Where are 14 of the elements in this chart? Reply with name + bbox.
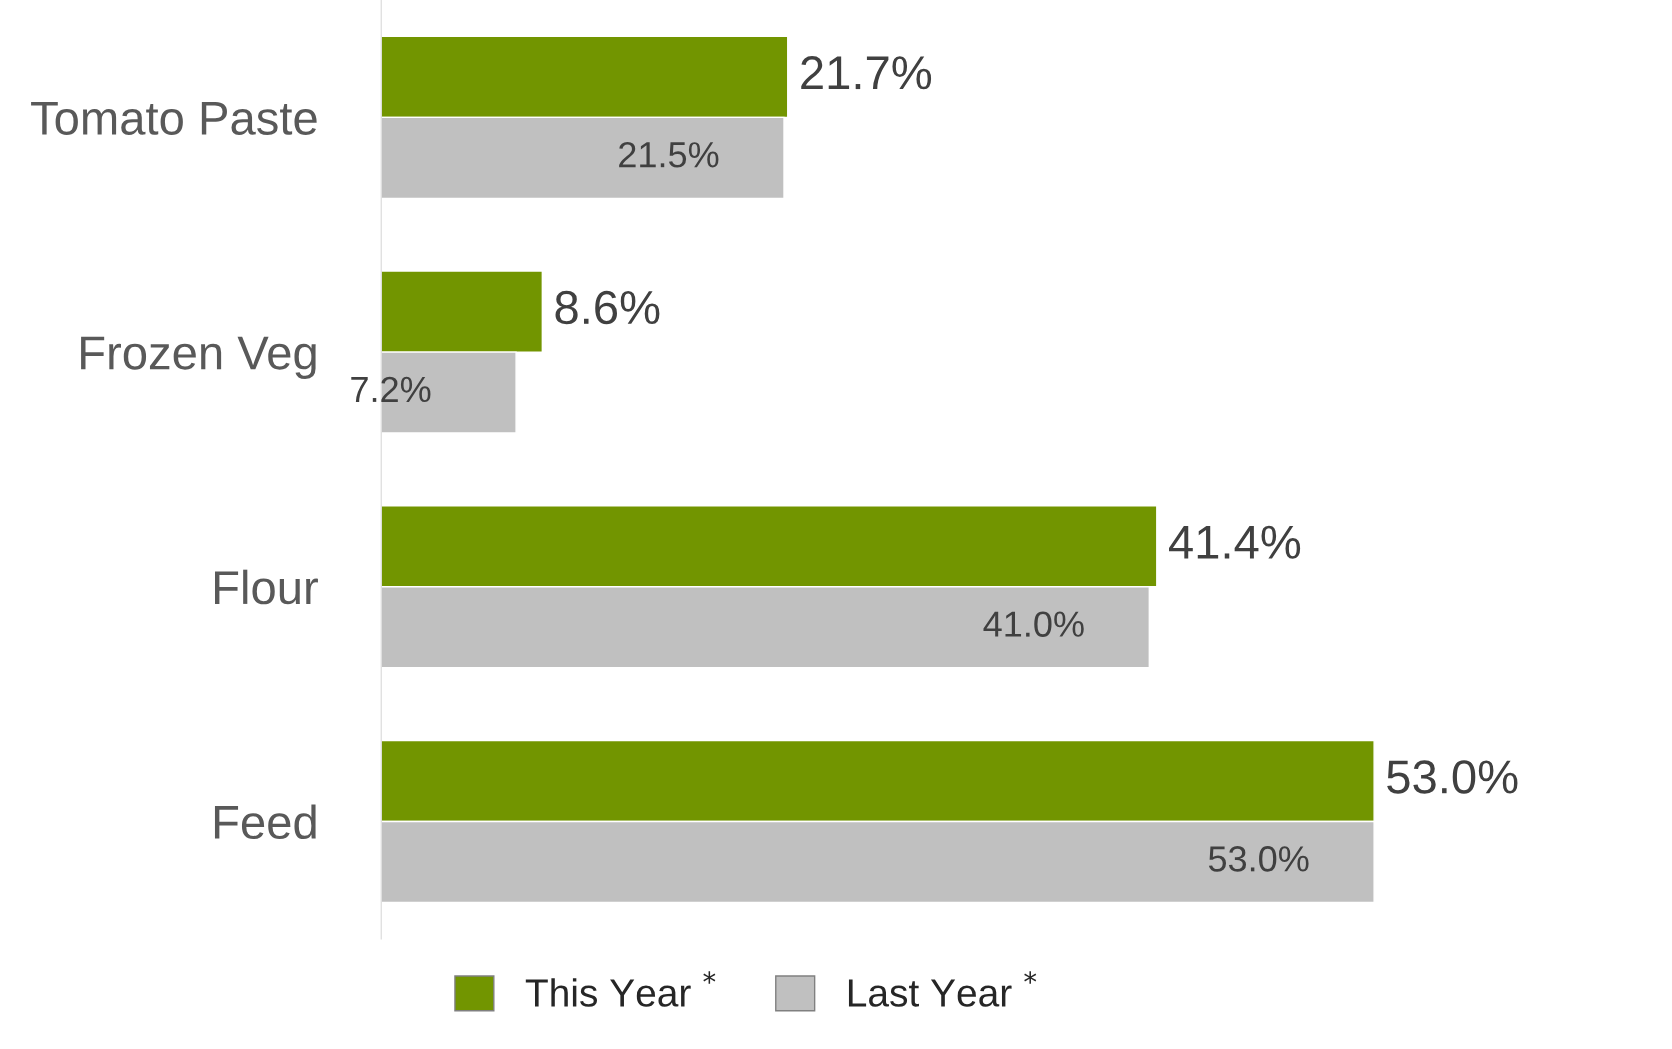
legend-label: Last Year $^{*}$	[848, 971, 1037, 1007]
y-tick-label: Feed	[214, 804, 316, 840]
data-label: 41.4%	[1169, 525, 1301, 559]
legend-label: This Year $^{*}$	[525, 971, 716, 1007]
y-tick-label: Flour	[215, 569, 318, 605]
data-label: 53.0%	[1387, 760, 1518, 794]
data-label: 53.0%	[1208, 846, 1309, 872]
y-tick-label: Frozen Veg	[81, 336, 316, 379]
data-label: 8.6%	[555, 290, 660, 325]
data-label: 7.2%	[351, 376, 431, 403]
data-label: 21.7%	[801, 56, 932, 90]
y-tick-label: Tomato Paste	[31, 101, 317, 135]
data-label: 21.5%	[619, 141, 719, 168]
data-label: 41.0%	[983, 611, 1084, 637]
